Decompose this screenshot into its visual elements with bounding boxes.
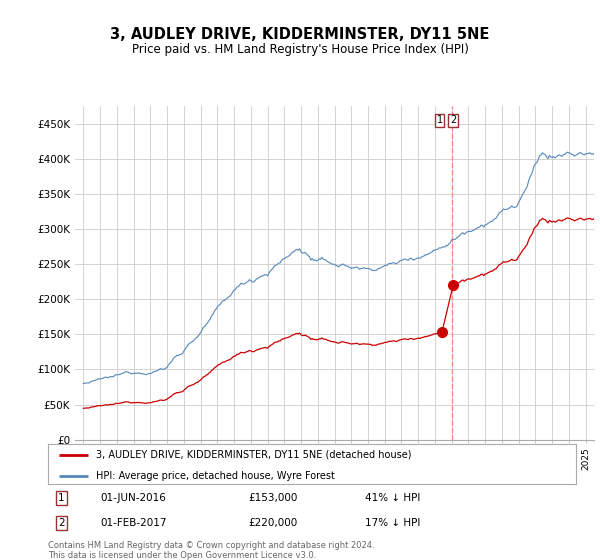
Text: 01-FEB-2017: 01-FEB-2017	[101, 518, 167, 528]
Text: 1: 1	[437, 115, 443, 125]
Text: Price paid vs. HM Land Registry's House Price Index (HPI): Price paid vs. HM Land Registry's House …	[131, 43, 469, 56]
Text: 17% ↓ HPI: 17% ↓ HPI	[365, 518, 420, 528]
Text: 41% ↓ HPI: 41% ↓ HPI	[365, 493, 420, 503]
Text: £153,000: £153,000	[248, 493, 298, 503]
Text: Contains HM Land Registry data © Crown copyright and database right 2024.
This d: Contains HM Land Registry data © Crown c…	[48, 541, 374, 560]
Text: HPI: Average price, detached house, Wyre Forest: HPI: Average price, detached house, Wyre…	[95, 470, 334, 480]
Text: 2: 2	[450, 115, 456, 125]
Text: 1: 1	[58, 493, 65, 503]
Text: 3, AUDLEY DRIVE, KIDDERMINSTER, DY11 5NE: 3, AUDLEY DRIVE, KIDDERMINSTER, DY11 5NE	[110, 27, 490, 42]
Text: £220,000: £220,000	[248, 518, 298, 528]
Text: 01-JUN-2016: 01-JUN-2016	[101, 493, 167, 503]
Text: 3, AUDLEY DRIVE, KIDDERMINSTER, DY11 5NE (detached house): 3, AUDLEY DRIVE, KIDDERMINSTER, DY11 5NE…	[95, 450, 411, 460]
Text: 2: 2	[58, 518, 65, 528]
